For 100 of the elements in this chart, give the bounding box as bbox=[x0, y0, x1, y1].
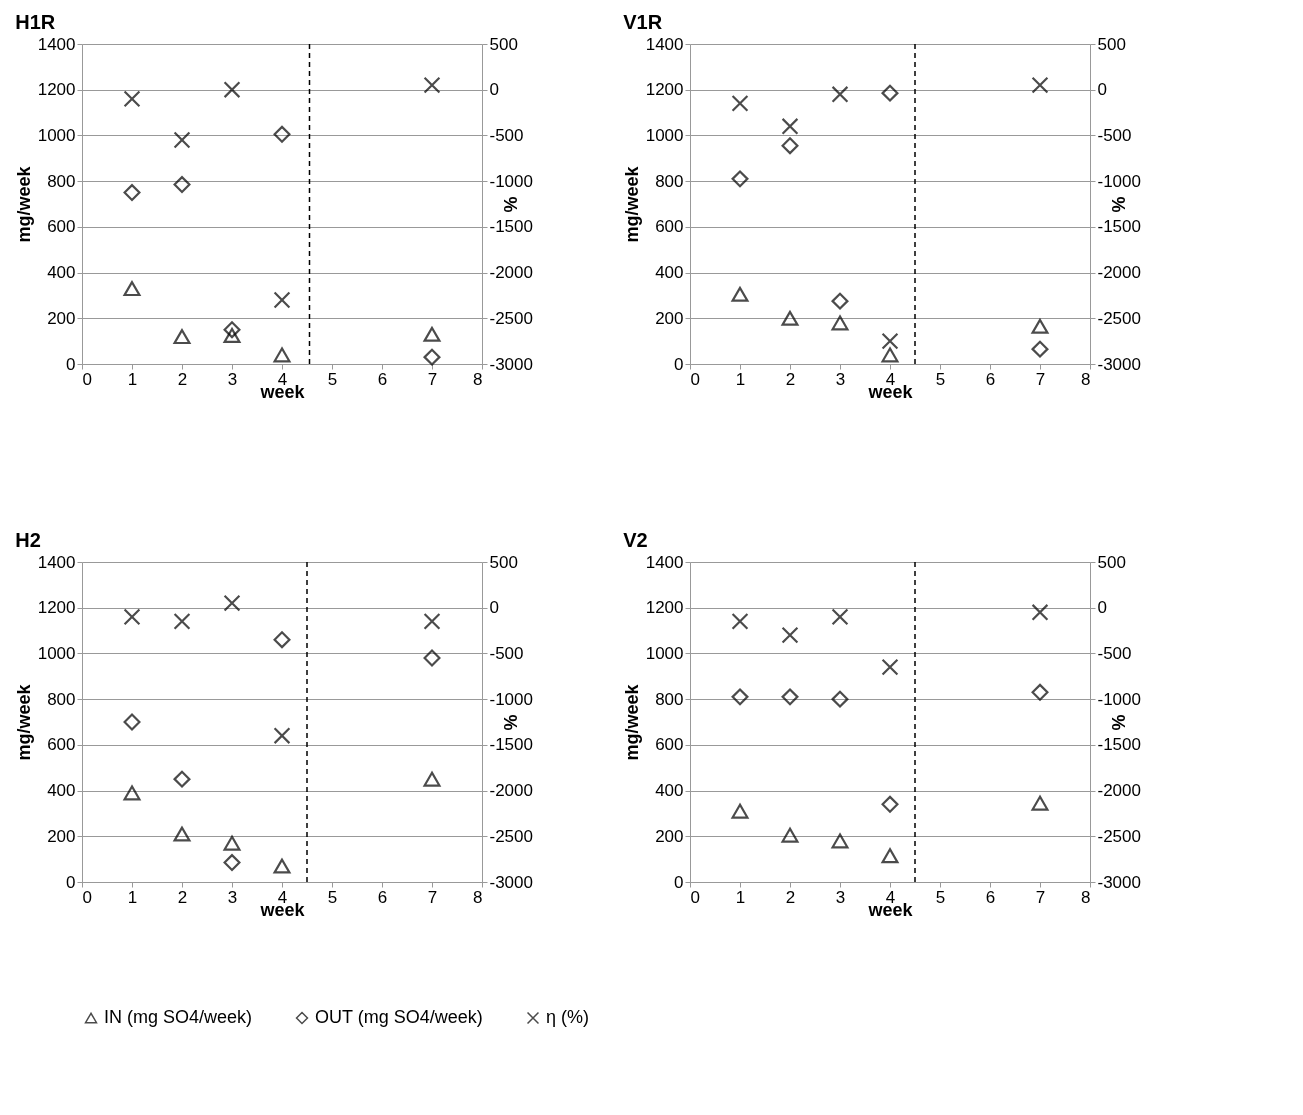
y2-tick-label: 0 bbox=[1097, 598, 1107, 618]
y2-tick-label: -3000 bbox=[489, 872, 533, 892]
y-tick-label: 1200 bbox=[37, 80, 76, 100]
x-tick-label: 6 bbox=[985, 887, 996, 907]
point bbox=[123, 713, 141, 731]
chart-title: H1R bbox=[15, 11, 56, 33]
point bbox=[781, 310, 799, 326]
x-tick-label: 7 bbox=[427, 887, 438, 907]
x-tick-label: 8 bbox=[1081, 369, 1091, 389]
y-tick-label: 600 bbox=[47, 217, 76, 237]
y-tick-label: 1000 bbox=[37, 643, 76, 663]
point bbox=[731, 612, 749, 630]
x-tick-label: 0 bbox=[690, 369, 700, 389]
y2-tick-label: 0 bbox=[489, 598, 499, 618]
y-axis-title: mg/week bbox=[13, 683, 34, 761]
y2-tick-label: -500 bbox=[489, 643, 524, 663]
y2-tick-label: -2000 bbox=[1097, 781, 1141, 801]
point bbox=[423, 326, 441, 342]
y-tick-label: 0 bbox=[66, 872, 76, 892]
x-tick-label: 7 bbox=[427, 369, 438, 389]
point bbox=[423, 348, 441, 366]
y-tick-label: 200 bbox=[655, 308, 684, 328]
y-axis-title: mg/week bbox=[13, 165, 34, 243]
x-tick-label: 7 bbox=[1035, 887, 1046, 907]
point bbox=[831, 85, 849, 103]
y2-tick-label: -3000 bbox=[489, 354, 533, 374]
x-tick-label: 8 bbox=[473, 887, 483, 907]
x-tick-label: 3 bbox=[835, 887, 846, 907]
point bbox=[273, 631, 291, 649]
y-tick-label: 200 bbox=[47, 308, 76, 328]
point bbox=[831, 833, 849, 849]
x-tick-label: 0 bbox=[82, 887, 92, 907]
x-tick-label: 0 bbox=[690, 887, 700, 907]
y-tick-label: 200 bbox=[655, 826, 684, 846]
x-tick-label: 3 bbox=[227, 887, 238, 907]
y-tick-label: 600 bbox=[655, 735, 684, 755]
point bbox=[1031, 795, 1049, 811]
point bbox=[831, 292, 849, 310]
chart-title: H2 bbox=[15, 529, 41, 551]
point bbox=[273, 858, 291, 874]
x-tick-label: 1 bbox=[735, 369, 746, 389]
point bbox=[781, 626, 799, 644]
y2-tick-label: -500 bbox=[489, 125, 524, 145]
x-tick-label: 5 bbox=[327, 887, 338, 907]
point bbox=[423, 612, 441, 630]
y-tick-label: 1000 bbox=[645, 125, 684, 145]
x-tick-label: 2 bbox=[177, 369, 188, 389]
y2-tick-label: -2500 bbox=[1097, 308, 1141, 328]
y2-tick-label: 500 bbox=[1097, 34, 1126, 54]
point bbox=[173, 131, 191, 149]
y2-tick-label: -2000 bbox=[489, 263, 533, 283]
y-tick-label: 800 bbox=[655, 171, 684, 191]
x-tick-label: 3 bbox=[835, 369, 846, 389]
y-tick-label: 600 bbox=[47, 735, 76, 755]
point bbox=[223, 327, 241, 343]
x-tick-label: 5 bbox=[935, 369, 946, 389]
point bbox=[731, 94, 749, 112]
y-tick-label: 1200 bbox=[645, 598, 684, 618]
y2-tick-label: 500 bbox=[1097, 552, 1126, 572]
x-tick-label: 1 bbox=[127, 887, 138, 907]
point bbox=[781, 827, 799, 843]
y-tick-label: 0 bbox=[674, 354, 684, 374]
y-tick-label: 0 bbox=[674, 872, 684, 892]
point bbox=[781, 117, 799, 135]
point bbox=[273, 291, 291, 309]
point bbox=[731, 803, 749, 819]
y-tick-label: 800 bbox=[655, 689, 684, 709]
point bbox=[223, 854, 241, 872]
point bbox=[1031, 603, 1049, 621]
y2-tick-label: -2500 bbox=[489, 308, 533, 328]
legend-label: IN (mg SO4/week) bbox=[104, 1007, 253, 1027]
point bbox=[881, 658, 899, 676]
y-tick-label: 400 bbox=[655, 781, 684, 801]
y-tick-label: 1400 bbox=[37, 34, 76, 54]
y2-tick-label: -1500 bbox=[489, 217, 533, 237]
point bbox=[881, 848, 899, 864]
point bbox=[1031, 340, 1049, 358]
y-tick-label: 0 bbox=[66, 354, 76, 374]
y2-tick-label: -2500 bbox=[489, 826, 533, 846]
x-tick-label: 6 bbox=[377, 369, 388, 389]
x-tick-label: 8 bbox=[473, 369, 483, 389]
x-tick-label: 0 bbox=[82, 369, 92, 389]
x-tick-label: 3 bbox=[227, 369, 238, 389]
legend-label: OUT (mg SO4/week) bbox=[315, 1007, 483, 1027]
point bbox=[423, 771, 441, 787]
y-tick-label: 400 bbox=[655, 263, 684, 283]
y2-axis-title: % bbox=[500, 196, 521, 213]
y-tick-label: 1200 bbox=[645, 80, 684, 100]
point bbox=[1031, 76, 1049, 94]
point bbox=[731, 286, 749, 302]
point bbox=[1031, 683, 1049, 701]
point bbox=[273, 347, 291, 363]
y-tick-label: 1000 bbox=[37, 125, 76, 145]
point bbox=[123, 608, 141, 626]
y-tick-label: 600 bbox=[655, 217, 684, 237]
y2-tick-label: -500 bbox=[1097, 125, 1132, 145]
point bbox=[881, 332, 899, 350]
point bbox=[173, 329, 191, 345]
y-tick-label: 800 bbox=[47, 171, 76, 191]
y-tick-label: 200 bbox=[47, 826, 76, 846]
